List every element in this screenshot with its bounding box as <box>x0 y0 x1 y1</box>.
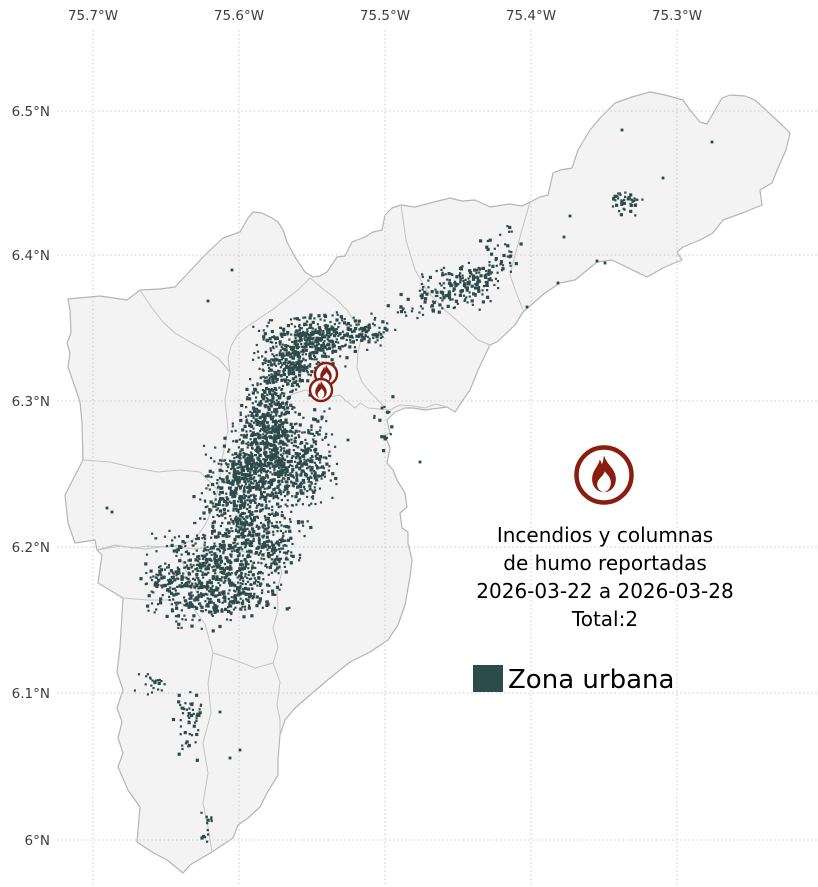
left-tick-label: 6.2°N <box>12 540 50 556</box>
left-tick-label: 6°N <box>25 833 50 849</box>
legend-fire-ring <box>574 445 634 505</box>
left-tick-label: 6.5°N <box>12 104 50 120</box>
region-outline <box>64 91 791 874</box>
legend-fire-icon <box>574 445 634 505</box>
fire-markers <box>308 361 339 403</box>
legend-label: Zona urbana <box>508 665 674 695</box>
left-tick-label: 6.1°N <box>12 686 50 702</box>
map-region <box>64 91 791 874</box>
annotation-block: Incendios y columnas de humo reportadas … <box>476 523 733 631</box>
top-tick-label: 75.5°W <box>360 8 410 24</box>
annotation-line-2: de humo reportadas <box>503 551 707 575</box>
left-tick-label: 6.3°N <box>12 394 50 410</box>
top-tick-label: 75.7°W <box>68 8 118 24</box>
annotation-total: Total:2 <box>571 607 638 631</box>
top-tick-label: 75.4°W <box>506 8 556 24</box>
top-tick-label: 75.3°W <box>652 8 702 24</box>
annotation-line-1: Incendios y columnas <box>497 523 713 547</box>
gridlines <box>57 30 818 887</box>
fire-marker <box>308 377 334 403</box>
annotation-line-3: 2026-03-22 a 2026-03-28 <box>476 579 733 603</box>
top-tick-labels: 75.7°W 75.6°W 75.5°W 75.4°W 75.3°W <box>68 8 702 24</box>
legend-swatch <box>473 665 503 692</box>
legend: Zona urbana <box>473 665 674 695</box>
top-tick-label: 75.6°W <box>214 8 264 24</box>
left-tick-label: 6.4°N <box>12 248 50 264</box>
urban-layer <box>105 128 714 843</box>
left-tick-labels: 6.5°N 6.4°N 6.3°N 6.2°N 6.1°N 6°N <box>12 104 50 849</box>
